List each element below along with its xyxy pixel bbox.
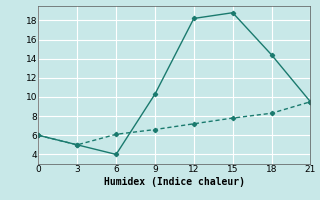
X-axis label: Humidex (Indice chaleur): Humidex (Indice chaleur): [104, 177, 245, 187]
